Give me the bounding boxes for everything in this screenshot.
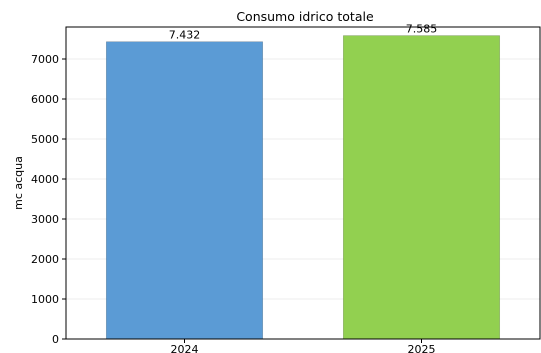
x-axis: 2024 2025 [171, 339, 436, 353]
data-labels: 7.432 7.585 [169, 23, 438, 42]
y-axis: 0 1000 2000 3000 4000 5000 6000 7000 [31, 53, 66, 346]
y-axis-label: mc acqua [12, 156, 25, 210]
y-tick-label: 5000 [31, 133, 59, 146]
y-tick-label: 7000 [31, 53, 59, 66]
bar-value-label: 7.585 [406, 23, 438, 36]
x-tick-label: 2024 [171, 343, 199, 353]
y-tick-label: 4000 [31, 173, 59, 186]
y-tick-label: 2000 [31, 253, 59, 266]
y-tick-label: 3000 [31, 213, 59, 226]
bars [105, 35, 501, 340]
y-tick-label: 6000 [31, 93, 59, 106]
x-tick-label: 2025 [408, 343, 436, 353]
y-tick-label: 0 [52, 333, 59, 346]
bar-2024 [105, 41, 264, 340]
plot-frame [65, 26, 541, 340]
chart-title: Consumo idrico totale [236, 9, 374, 24]
bar-value-label: 7.432 [169, 29, 201, 42]
y-tick-label: 1000 [31, 293, 59, 306]
bar-2025 [342, 35, 501, 340]
